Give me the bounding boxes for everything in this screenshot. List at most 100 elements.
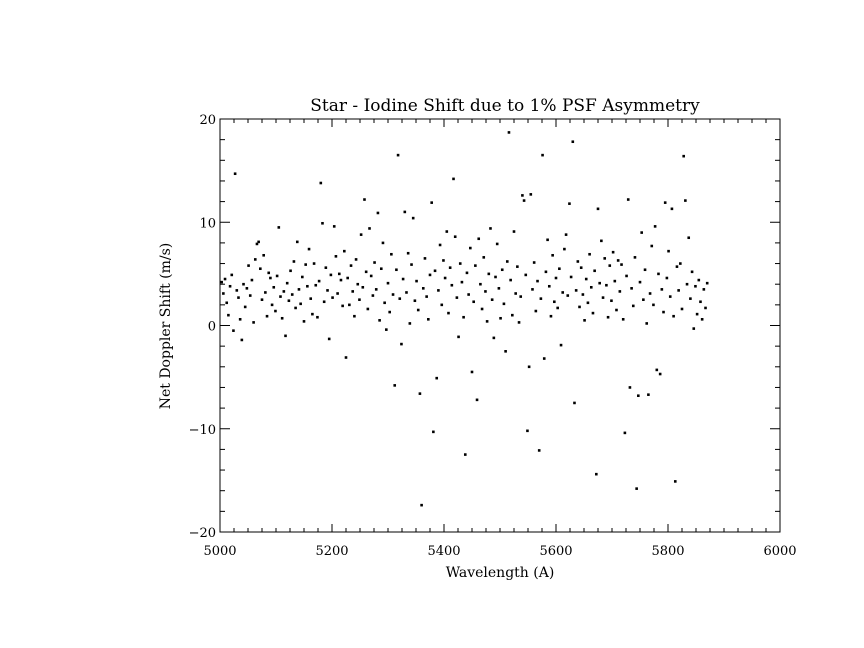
data-point (242, 282, 245, 286)
y-tick-label: 0 (208, 320, 216, 335)
data-point (420, 503, 423, 507)
data-point (463, 453, 467, 456)
data-point (615, 308, 618, 312)
data-point (433, 269, 437, 273)
data-point (228, 284, 232, 288)
data-point (531, 288, 534, 291)
data-point (589, 285, 593, 289)
data-point (559, 343, 563, 347)
data-point (405, 291, 408, 294)
data-point (297, 288, 301, 291)
data-point (351, 290, 355, 293)
data-point (455, 296, 459, 299)
data-point (334, 255, 338, 258)
x-tick-label: 6000 (763, 544, 796, 559)
data-point (358, 298, 361, 301)
data-point (647, 393, 650, 396)
data-point (673, 480, 677, 483)
data-point (470, 370, 474, 374)
data-point (299, 302, 302, 306)
data-point (225, 301, 229, 305)
data-point (369, 274, 373, 278)
data-point (579, 266, 583, 269)
data-point (366, 307, 370, 311)
data-point (411, 216, 415, 220)
data-point (490, 298, 494, 301)
data-point (642, 298, 645, 301)
x-tick-label: 5600 (539, 544, 572, 559)
data-point (440, 303, 444, 307)
data-point (551, 253, 554, 257)
data-point (514, 292, 517, 295)
data-point (257, 240, 260, 244)
data-point (541, 153, 544, 157)
data-point (317, 279, 321, 283)
data-point (635, 487, 638, 490)
data-point (373, 261, 376, 264)
data-point (489, 227, 492, 230)
data-point (497, 287, 501, 290)
chart-title: Star - Iodine Shift due to 1% PSF Asymme… (310, 96, 700, 116)
data-point (287, 299, 291, 303)
data-point (564, 233, 568, 236)
data-point (623, 431, 627, 435)
data-point (396, 153, 400, 157)
data-point (544, 270, 548, 274)
data-point (277, 226, 281, 229)
data-point (542, 357, 546, 360)
data-point (383, 301, 386, 305)
data-point (294, 306, 297, 310)
data-point (448, 266, 452, 269)
data-point (232, 329, 235, 332)
data-point (435, 376, 439, 380)
data-point (309, 297, 313, 300)
data-point (467, 293, 470, 296)
data-point (512, 230, 516, 233)
data-point (307, 247, 311, 251)
data-point (452, 177, 455, 181)
data-point (702, 288, 706, 291)
data-point (576, 260, 580, 263)
data-point (386, 281, 390, 285)
data-point (408, 322, 412, 325)
data-point (521, 194, 524, 197)
data-point (595, 472, 598, 476)
data-point (610, 299, 613, 303)
data-point (578, 305, 581, 309)
data-point (450, 283, 454, 287)
data-point (700, 318, 704, 321)
data-point (677, 289, 680, 292)
data-point (643, 268, 647, 272)
data-point (343, 249, 346, 253)
data-point (223, 277, 227, 281)
data-point (255, 242, 259, 246)
data-point (247, 264, 250, 267)
data-point (222, 292, 225, 295)
data-point (687, 236, 691, 240)
data-point (385, 328, 388, 331)
data-point (563, 247, 566, 251)
data-point (561, 291, 565, 294)
data-point (653, 225, 657, 228)
data-point (581, 293, 585, 296)
data-point (432, 430, 435, 434)
data-point (536, 279, 539, 283)
data-point (588, 252, 591, 256)
data-point (566, 294, 570, 297)
y-axis-label: Net Doppler Shift (m/s) (158, 243, 174, 410)
data-point (546, 238, 549, 242)
data-point (301, 275, 304, 279)
data-point (353, 314, 356, 318)
data-point (253, 258, 257, 261)
data-point (279, 295, 282, 298)
data-point (443, 276, 447, 280)
data-point (527, 365, 531, 369)
data-point (356, 282, 360, 286)
data-point (364, 270, 368, 274)
data-point (621, 318, 625, 321)
x-tick-label: 5800 (651, 544, 684, 559)
data-point (633, 256, 637, 259)
data-point (264, 291, 267, 294)
data-point (500, 268, 504, 272)
data-point (502, 302, 506, 306)
